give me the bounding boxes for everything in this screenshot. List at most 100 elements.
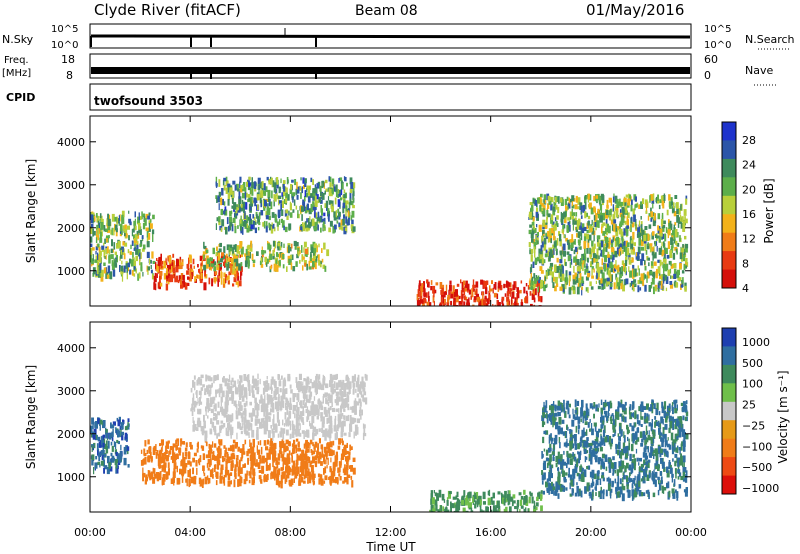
heatmap-cell	[226, 431, 230, 437]
heatmap-cell	[583, 410, 587, 419]
heatmap-cell	[238, 386, 241, 392]
nsky-trace	[90, 34, 691, 39]
heatmap-cell	[268, 181, 272, 185]
heatmap-cell	[673, 224, 675, 230]
heatmap-cell	[142, 467, 144, 476]
heatmap-cell	[339, 413, 343, 419]
heatmap-cell	[197, 397, 199, 404]
heatmap-cell	[675, 240, 678, 246]
heatmap-cell	[572, 286, 576, 295]
heatmap-cell	[659, 259, 662, 267]
heatmap-cell	[363, 385, 365, 391]
heatmap-cell	[279, 252, 283, 258]
heatmap-cell	[566, 239, 570, 244]
heatmap-cell	[276, 461, 280, 465]
heatmap-cell	[136, 244, 139, 250]
heatmap-cell	[647, 271, 650, 279]
heatmap-cell	[472, 284, 476, 289]
heatmap-cell	[528, 496, 531, 504]
heatmap-cell	[211, 278, 214, 287]
heatmap-cell	[107, 265, 111, 274]
heatmap-cell	[606, 477, 609, 482]
heatmap-cell	[208, 444, 212, 450]
heatmap-cell	[324, 466, 327, 474]
heatmap-cell	[230, 380, 233, 386]
heatmap-cell	[180, 438, 182, 447]
heatmap-cell	[131, 240, 134, 246]
nsky-tick-bottom: 10^0	[51, 40, 78, 51]
heatmap-cell	[280, 395, 282, 404]
heatmap-cell	[96, 267, 99, 274]
heatmap-cell	[297, 251, 300, 257]
heatmap-cell	[531, 228, 535, 235]
heatmap-cell	[432, 504, 435, 511]
heatmap-cell	[640, 216, 642, 220]
heatmap-cell	[475, 293, 479, 300]
heatmap-cell	[595, 258, 598, 263]
heatmap-cell	[289, 212, 293, 218]
heatmap-cell	[600, 249, 603, 257]
heatmap-cell	[308, 188, 311, 196]
heatmap-cell	[241, 454, 243, 460]
heatmap-cell	[318, 403, 321, 410]
heatmap-cell	[631, 216, 633, 222]
heatmap-cell	[481, 304, 485, 306]
heatmap-cell	[642, 198, 645, 204]
heatmap-cell	[127, 262, 130, 268]
heatmap-cell	[308, 386, 311, 393]
heatmap-cell	[581, 255, 583, 261]
heatmap-cell	[217, 252, 220, 261]
heatmap-cell	[189, 264, 193, 270]
heatmap-cell	[137, 216, 140, 224]
heatmap-cell	[534, 252, 536, 258]
heatmap-cell	[91, 459, 94, 466]
heatmap-cell	[284, 457, 288, 466]
heatmap-cell	[272, 397, 274, 402]
heatmap-cell	[650, 207, 652, 214]
heatmap-cell	[340, 394, 344, 402]
heatmap-cell	[251, 200, 254, 207]
heatmap-cell	[665, 247, 668, 254]
heatmap-cell	[209, 384, 213, 388]
heatmap-cell	[612, 196, 615, 203]
heatmap-cell	[133, 220, 137, 226]
heatmap-cell	[472, 304, 475, 306]
heatmap-cell	[227, 261, 230, 269]
heatmap-cell	[360, 414, 362, 420]
heatmap-cell	[334, 197, 337, 205]
heatmap-cell	[202, 478, 205, 485]
heatmap-cell	[342, 468, 346, 473]
heatmap-cell	[270, 398, 274, 405]
heatmap-cell	[341, 420, 344, 427]
heatmap-cell	[653, 453, 655, 459]
heatmap-cell	[184, 463, 188, 468]
heatmap-cell	[330, 476, 332, 481]
heatmap-cell	[685, 195, 688, 200]
heatmap-cell	[341, 390, 344, 395]
heatmap-cell	[138, 222, 141, 230]
heatmap-cell	[138, 212, 140, 221]
heatmap-cell	[537, 296, 541, 302]
heatmap-cell	[346, 442, 348, 448]
heatmap-cell	[257, 204, 259, 211]
heatmap-cell	[583, 253, 587, 262]
heatmap-cell	[583, 235, 587, 243]
heatmap-cell	[600, 278, 603, 284]
heatmap-cell	[319, 217, 322, 222]
heatmap-cell	[673, 273, 677, 279]
heatmap-cell	[640, 201, 643, 206]
heatmap-cell	[111, 227, 113, 236]
heatmap-cell	[561, 273, 565, 281]
heatmap-cell	[651, 407, 654, 414]
heatmap-cell	[525, 495, 528, 503]
heatmap-cell	[539, 296, 543, 301]
heatmap-cell	[332, 440, 335, 446]
heatmap-cell	[503, 498, 506, 506]
heatmap-cell	[104, 465, 108, 470]
heatmap-cell	[492, 287, 494, 294]
heatmap-cell	[240, 426, 243, 431]
heatmap-cell	[241, 246, 244, 255]
heatmap-cell	[98, 255, 102, 263]
heatmap-cell	[631, 489, 635, 497]
heatmap-cell	[574, 272, 577, 277]
